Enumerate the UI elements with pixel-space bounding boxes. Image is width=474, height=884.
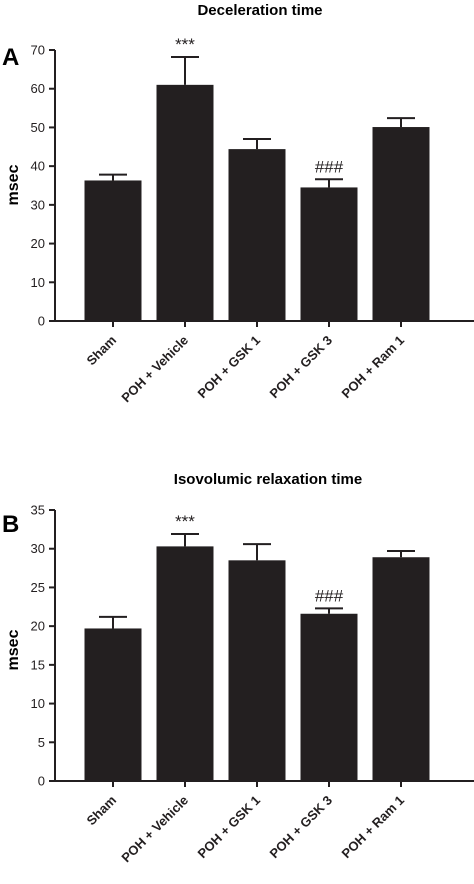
- chart-title-b: Isovolumic relaxation time: [174, 471, 362, 488]
- significance-label-a-1: ***: [175, 35, 195, 54]
- x-tick-label-b-0: Sham: [83, 793, 119, 829]
- y-tick-label-a-3: 30: [31, 197, 45, 212]
- significance-label-b-1: ***: [175, 512, 195, 531]
- bar-a-3: [300, 187, 358, 321]
- bar-a-2: [228, 149, 286, 321]
- panel-label-b: B: [2, 511, 19, 538]
- y-tick-label-b-4: 20: [31, 619, 45, 634]
- x-tick-label-a-0: Sham: [83, 333, 119, 369]
- x-tick-label-a-1: POH + Vehicle: [118, 333, 191, 406]
- y-axis-label-b: msec: [5, 629, 22, 670]
- y-tick-label-a-1: 10: [31, 275, 45, 290]
- bar-b-2: [228, 560, 286, 781]
- y-tick-label-a-6: 60: [31, 81, 45, 96]
- x-tick-label-b-2: POH + GSK 1: [195, 793, 264, 862]
- y-tick-label-b-3: 15: [31, 657, 45, 672]
- chart-title-a: Deceleration time: [197, 2, 322, 19]
- y-tick-label-b-6: 30: [31, 541, 45, 556]
- bar-a-0: [84, 180, 142, 321]
- y-tick-label-a-0: 0: [38, 314, 45, 329]
- x-tick-label-a-4: POH + Ram 1: [339, 333, 408, 402]
- y-axis-label-a: msec: [5, 164, 22, 205]
- significance-label-a-3: ###: [315, 157, 344, 176]
- significance-label-b-3: ###: [315, 586, 344, 605]
- x-tick-label-a-2: POH + GSK 1: [195, 333, 264, 402]
- x-tick-label-b-4: POH + Ram 1: [339, 793, 408, 862]
- chart-panel-b: B Isovolumic relaxation time msec 0 5 10 15…: [2, 471, 474, 865]
- y-tick-label-a-4: 40: [31, 159, 45, 174]
- y-tick-label-b-2: 10: [31, 696, 45, 711]
- y-tick-label-b-5: 25: [31, 580, 45, 595]
- bar-b-4: [372, 557, 430, 781]
- x-tick-label-b-1: POH + Vehicle: [118, 793, 191, 866]
- y-tick-label-b-7: 35: [31, 503, 45, 518]
- y-tick-label-a-7: 70: [31, 43, 45, 58]
- bar-b-1: [156, 546, 214, 781]
- bar-b-3: [300, 613, 358, 781]
- y-tick-label-a-2: 20: [31, 236, 45, 251]
- y-tick-label-b-1: 5: [38, 735, 45, 750]
- bar-b-0: [84, 628, 142, 781]
- x-tick-label-b-3: POH + GSK 3: [267, 793, 336, 862]
- panel-label-a: A: [2, 44, 19, 71]
- y-tick-label-b-0: 0: [38, 774, 45, 789]
- bar-a-1: [156, 84, 214, 321]
- bar-a-4: [372, 127, 430, 321]
- chart-panel-a: A Deceleration time msec 0 10 20 30 40 50 60 70…: [2, 2, 474, 405]
- x-tick-label-a-3: POH + GSK 3: [267, 333, 336, 402]
- y-tick-label-a-5: 50: [31, 120, 45, 135]
